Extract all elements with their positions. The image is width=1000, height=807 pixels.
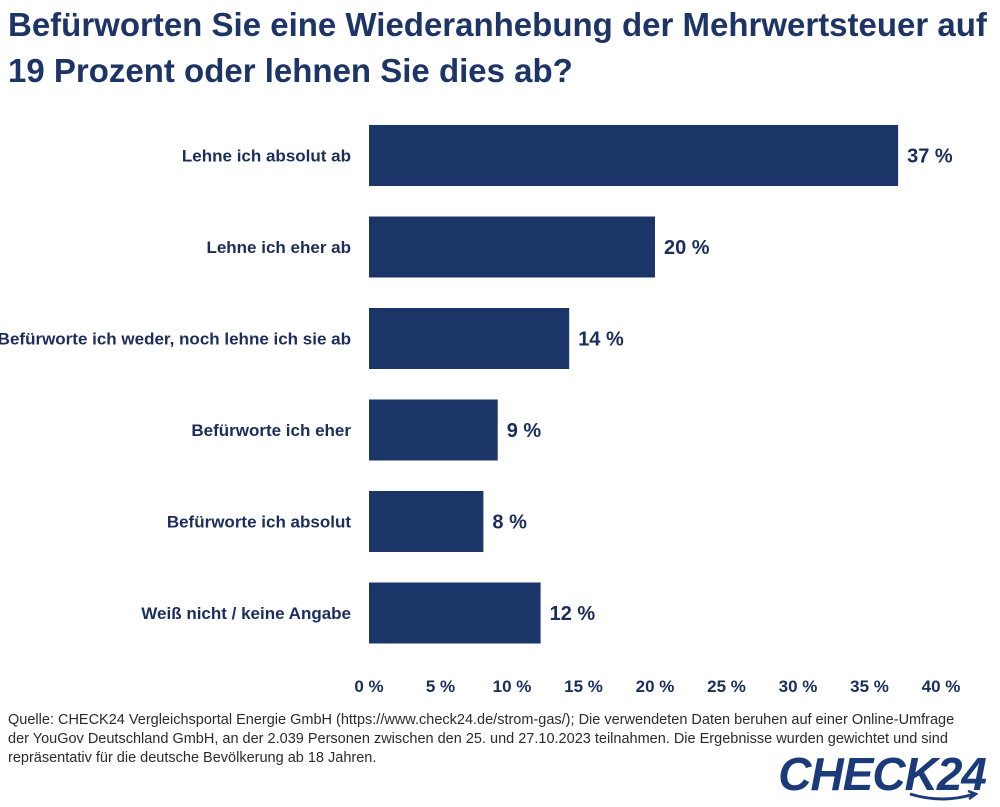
value-label: 14 %: [578, 329, 624, 351]
category-label: Weiß nicht / keine Angabe: [141, 604, 351, 623]
category-label: Befürworte ich absolut: [167, 513, 352, 532]
x-tick-label: 0 %: [354, 677, 383, 696]
x-tick-label: 40 %: [922, 677, 961, 696]
category-label: Befürworte ich weder, noch lehne ich sie…: [0, 330, 351, 349]
bar: [369, 491, 484, 552]
category-label: Lehne ich eher ab: [206, 238, 351, 257]
x-tick-label: 35 %: [850, 677, 889, 696]
category-label: Lehne ich absolut ab: [182, 147, 351, 166]
x-tick-label: 15 %: [564, 677, 603, 696]
bar: [369, 399, 498, 461]
x-tick-label: 5 %: [426, 677, 455, 696]
category-label: Befürworte ich eher: [191, 421, 351, 440]
x-tick-label: 10 %: [493, 677, 532, 696]
value-label: 12 %: [550, 603, 596, 625]
bar: [369, 308, 570, 369]
source-note: Quelle: CHECK24 Vergleichsportal Energie…: [8, 712, 955, 766]
value-label: 9 %: [507, 420, 542, 442]
value-label: 20 %: [664, 237, 710, 259]
x-tick-label: 30 %: [779, 677, 818, 696]
bar-chart: Lehne ich absolut ab 37 % Lehne ich eher a…: [0, 125, 961, 696]
x-tick-label: 25 %: [707, 677, 746, 696]
logo-swoosh-icon: [909, 790, 978, 801]
bar: [369, 125, 899, 186]
value-label: 8 %: [492, 512, 527, 534]
value-label: 37 %: [907, 146, 953, 168]
x-tick-label: 20 %: [636, 677, 675, 696]
bar: [369, 582, 541, 644]
bar: [369, 216, 655, 278]
brand-logo: CHECK24: [778, 748, 987, 800]
chart-title: Befürworten Sie eine Wiederanhebung der …: [8, 6, 987, 89]
